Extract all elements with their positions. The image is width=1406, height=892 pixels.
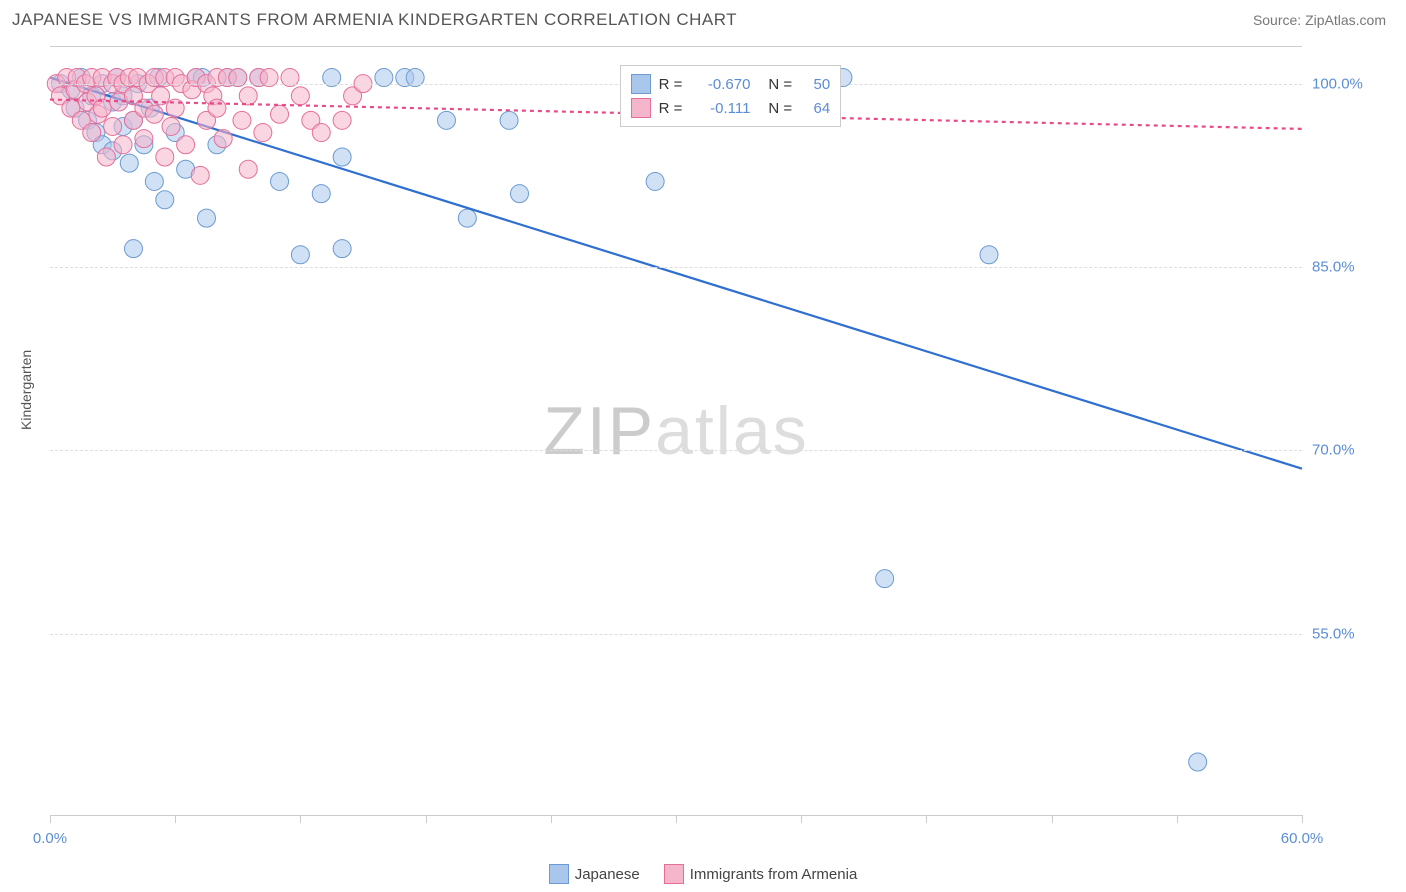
scatter-plot — [50, 47, 1302, 815]
legend-r-value: -0.111 — [690, 100, 750, 117]
legend-row: R = -0.111 N = 64 — [631, 96, 831, 120]
data-point — [333, 148, 351, 166]
data-point — [156, 148, 174, 166]
data-point — [114, 136, 132, 154]
data-point — [312, 124, 330, 142]
x-tick — [551, 815, 552, 823]
legend-n-value: 50 — [800, 76, 830, 93]
x-tick — [175, 815, 176, 823]
data-point — [233, 111, 251, 129]
legend-n-label: N = — [768, 100, 792, 117]
legend-r-label: R = — [659, 100, 683, 117]
y-axis-label: Kindergarten — [18, 350, 34, 430]
x-tick — [426, 815, 427, 823]
data-point — [500, 111, 518, 129]
legend-label: Immigrants from Armenia — [690, 866, 858, 883]
legend-item: Immigrants from Armenia — [664, 864, 858, 884]
source-label: Source: ZipAtlas.com — [1253, 12, 1386, 28]
x-tick — [926, 815, 927, 823]
chart-title: JAPANESE VS IMMIGRANTS FROM ARMENIA KIND… — [12, 10, 737, 30]
x-tick — [1052, 815, 1053, 823]
data-point — [312, 185, 330, 203]
data-point — [145, 105, 163, 123]
data-point — [156, 191, 174, 209]
data-point — [214, 130, 232, 148]
data-point — [97, 148, 115, 166]
x-tick — [676, 815, 677, 823]
data-point — [271, 105, 289, 123]
legend-r-value: -0.670 — [690, 76, 750, 93]
data-point — [239, 87, 257, 105]
data-point — [145, 172, 163, 190]
data-point — [646, 172, 664, 190]
x-tick-label: 60.0% — [1281, 830, 1324, 847]
legend-row: R = -0.670 N = 50 — [631, 72, 831, 96]
legend-item: Japanese — [549, 864, 640, 884]
data-point — [980, 246, 998, 264]
data-point — [1189, 753, 1207, 771]
data-point — [162, 117, 180, 135]
x-tick — [300, 815, 301, 823]
x-tick — [50, 815, 51, 823]
gridline-h — [50, 267, 1302, 268]
bottom-legend: Japanese Immigrants from Armenia — [0, 864, 1406, 884]
data-point — [239, 160, 257, 178]
x-tick — [801, 815, 802, 823]
legend-swatch — [631, 98, 651, 118]
legend-label: Japanese — [575, 866, 640, 883]
x-tick — [1177, 815, 1178, 823]
data-point — [437, 111, 455, 129]
data-point — [254, 124, 272, 142]
trend-line — [50, 78, 1302, 469]
data-point — [177, 136, 195, 154]
legend-swatch — [664, 864, 684, 884]
data-point — [291, 87, 309, 105]
data-point — [191, 166, 209, 184]
legend-swatch — [631, 74, 651, 94]
data-point — [876, 570, 894, 588]
x-tick-label: 0.0% — [33, 830, 67, 847]
data-point — [333, 240, 351, 258]
data-point — [120, 154, 138, 172]
data-point — [83, 124, 101, 142]
x-tick — [1302, 815, 1303, 823]
data-point — [198, 209, 216, 227]
data-point — [271, 172, 289, 190]
data-point — [333, 111, 351, 129]
y-tick-label: 70.0% — [1312, 442, 1382, 459]
legend-r-label: R = — [659, 76, 683, 93]
correlation-legend: R = -0.670 N = 50 R = -0.111 N = 64 — [620, 65, 842, 127]
y-tick-label: 85.0% — [1312, 259, 1382, 276]
data-point — [291, 246, 309, 264]
legend-n-value: 64 — [800, 100, 830, 117]
gridline-h — [50, 634, 1302, 635]
gridline-h — [50, 450, 1302, 451]
legend-swatch — [549, 864, 569, 884]
legend-n-label: N = — [768, 76, 792, 93]
data-point — [104, 117, 122, 135]
y-tick-label: 55.0% — [1312, 625, 1382, 642]
data-point — [135, 130, 153, 148]
chart-area: ZIPatlas 55.0%70.0%85.0%100.0%0.0%60.0%R… — [50, 46, 1302, 816]
data-point — [208, 99, 226, 117]
y-tick-label: 100.0% — [1312, 75, 1382, 92]
data-point — [458, 209, 476, 227]
data-point — [124, 240, 142, 258]
data-point — [511, 185, 529, 203]
